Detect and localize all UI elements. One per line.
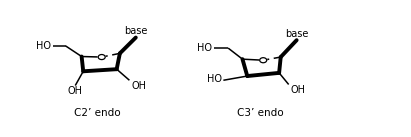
Text: base: base xyxy=(285,29,308,39)
Text: OH: OH xyxy=(290,85,305,95)
Text: C2’ endo: C2’ endo xyxy=(74,108,121,118)
Ellipse shape xyxy=(260,58,267,63)
Text: HO: HO xyxy=(37,41,51,51)
Text: base: base xyxy=(124,26,148,36)
Ellipse shape xyxy=(98,55,105,60)
Text: HO: HO xyxy=(207,74,222,84)
Text: OH: OH xyxy=(68,86,83,96)
Text: HO: HO xyxy=(197,43,212,53)
Text: C3’ endo: C3’ endo xyxy=(237,108,283,118)
Text: OH: OH xyxy=(131,81,146,91)
